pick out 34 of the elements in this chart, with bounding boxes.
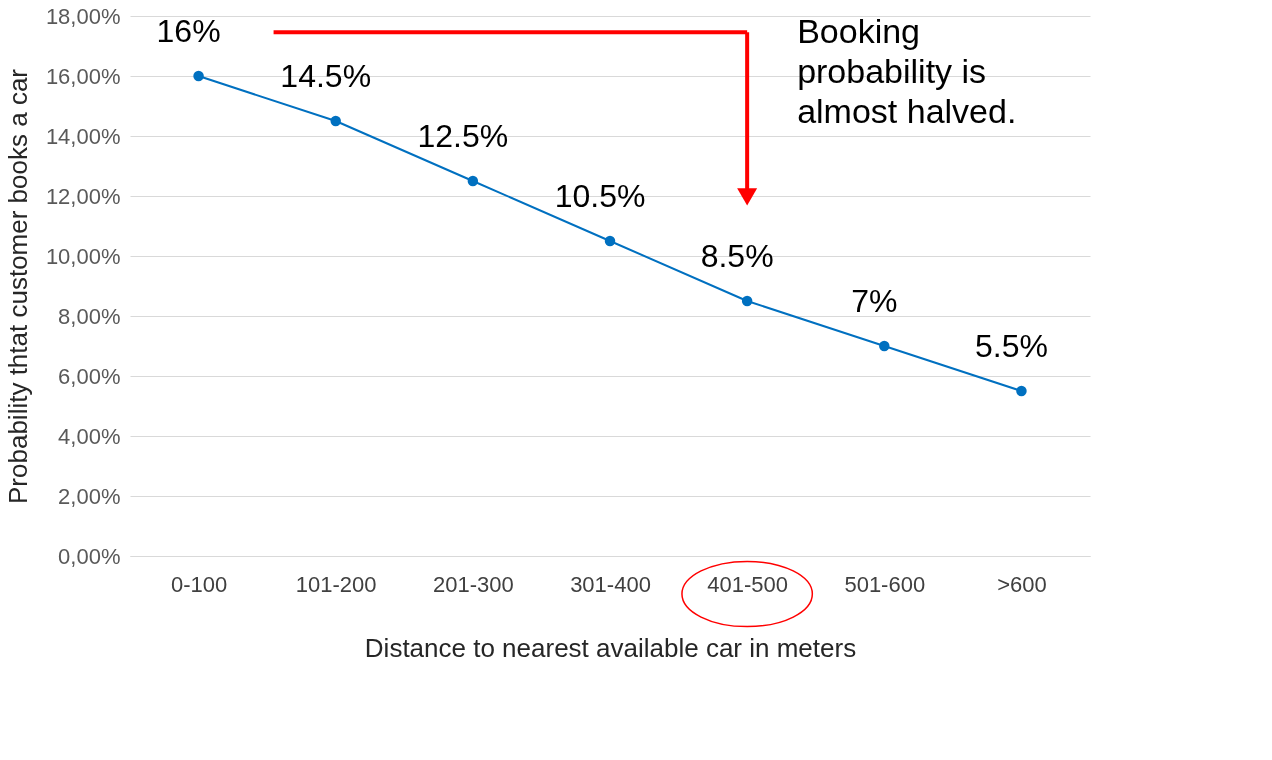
x-tick-label: >600 bbox=[997, 571, 1047, 597]
point bbox=[330, 115, 341, 127]
y-tick-label: 6,00% bbox=[58, 363, 121, 389]
annotation: Booking probability is almost halved. bbox=[797, 12, 1017, 130]
data-label: 8.5% bbox=[700, 238, 774, 274]
y-tick-label: 10,00% bbox=[45, 243, 121, 269]
data-label: 14.5% bbox=[280, 58, 372, 94]
point bbox=[604, 235, 616, 247]
data-label: 12.5% bbox=[417, 118, 509, 154]
y-tick-label: 2,00% bbox=[58, 483, 121, 509]
x-axis-title: Distance to nearest available car in meters bbox=[364, 632, 857, 663]
y-axis-title: Probability thtat customer books a car bbox=[2, 68, 33, 504]
x-tick-label: 501-600 bbox=[844, 571, 926, 597]
y-tick-label: 0,00% bbox=[58, 543, 121, 569]
y-tick-label: 12,00% bbox=[45, 183, 121, 209]
y-tick-label: 16,00% bbox=[45, 63, 121, 89]
point bbox=[879, 340, 890, 352]
x-tick-label: 201-300 bbox=[432, 571, 514, 597]
x-tick-label: 101-200 bbox=[295, 571, 377, 597]
y-tick-label: 14,00% bbox=[45, 123, 121, 149]
data-label: 16% bbox=[156, 13, 221, 49]
y-tick-label: 4,00% bbox=[58, 423, 121, 449]
point bbox=[193, 70, 204, 82]
point bbox=[1016, 385, 1027, 397]
point bbox=[741, 295, 753, 307]
data-label: 7% bbox=[851, 283, 898, 319]
data-label: 5.5% bbox=[974, 328, 1048, 364]
y-tick-label: 18,00% bbox=[45, 3, 121, 29]
x-tick-label: 301-400 bbox=[570, 571, 651, 597]
data-label: 10.5% bbox=[554, 178, 646, 214]
x-tick-label: 0-100 bbox=[170, 571, 228, 597]
x-tick-label: 401-500 bbox=[707, 571, 789, 597]
point bbox=[467, 175, 479, 187]
y-tick-label: 8,00% bbox=[58, 303, 121, 329]
